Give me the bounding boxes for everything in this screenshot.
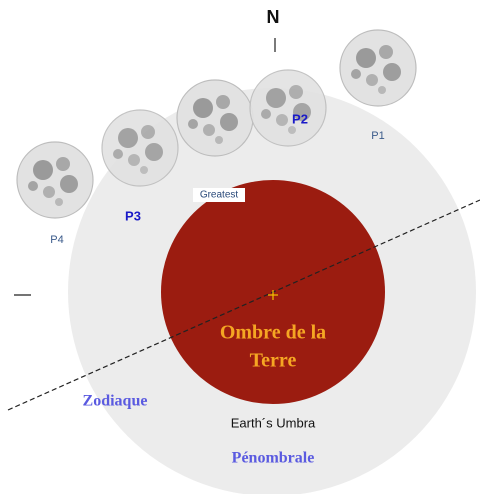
moon-p3	[102, 110, 178, 186]
moon-p1	[340, 30, 416, 106]
penumbra-label: Pénombrale	[232, 450, 315, 467]
p4-label: P4	[50, 234, 63, 246]
moon-p2	[250, 70, 326, 146]
umbra-label-line1: Ombre de la	[220, 322, 326, 344]
moon-p4	[17, 142, 93, 218]
umbra-label-line2: Terre	[250, 350, 297, 372]
greatest-label: Greatest	[200, 190, 239, 201]
p2-label: P2	[292, 111, 308, 126]
eclipse-diagram: N P1 P2 Greatest P3 P4 Ombre de la Terre…	[0, 0, 480, 494]
p1-label: P1	[371, 130, 384, 142]
umbra-english-label: Earth´s Umbra	[231, 415, 316, 430]
moon-greatest	[177, 80, 253, 156]
p3-label: P3	[125, 208, 141, 223]
ecliptic-label: Zodiaque	[83, 393, 148, 410]
north-label: N	[267, 7, 280, 27]
